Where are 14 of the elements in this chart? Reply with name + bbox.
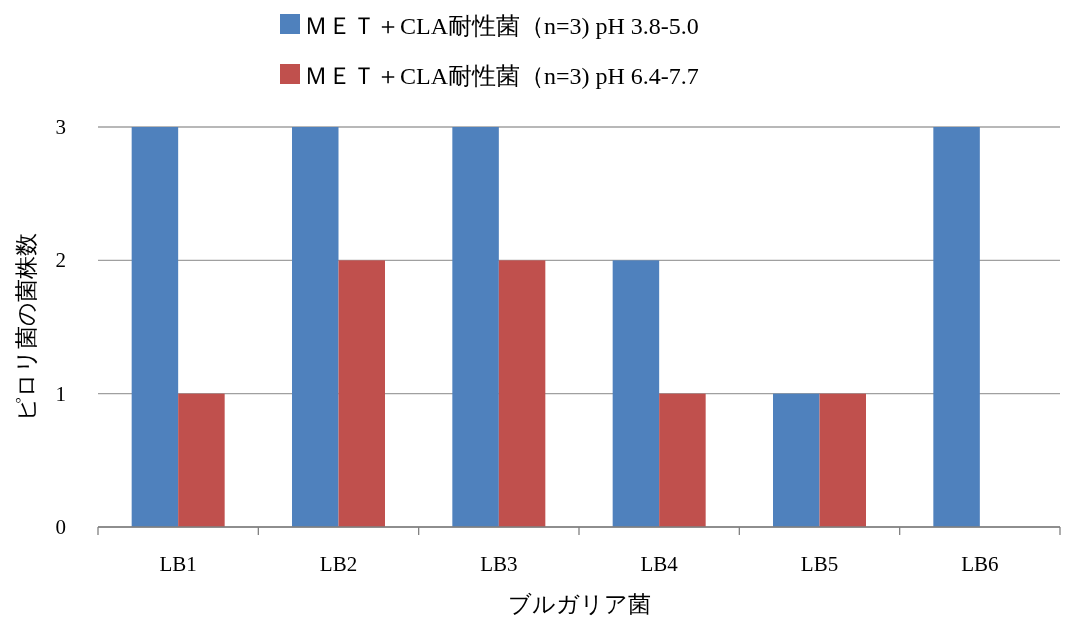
legend-label: ＭＥＴ＋CLA耐性菌（n=3) pH 6.4-7.7 <box>304 63 699 89</box>
x-tick: LB5 <box>800 552 839 576</box>
x-tick: LB4 <box>640 552 678 576</box>
legend-label: ＭＥＴ＋CLA耐性菌（n=3) pH 3.8-5.0 <box>304 13 699 39</box>
y-label: ピロリ菌の菌株数 <box>14 233 39 421</box>
y-tick: 1 <box>55 381 66 406</box>
x-label: ブルガリア菌 <box>507 592 651 617</box>
x-tick: LB3 <box>480 552 518 576</box>
y-tick: 3 <box>55 115 66 139</box>
y-tick: 2 <box>55 248 66 273</box>
x-tick: LB6 <box>961 552 999 576</box>
x-tick: LB1 <box>159 552 197 576</box>
x-tick: LB2 <box>319 552 358 576</box>
y-tick: 0 <box>55 515 66 539</box>
